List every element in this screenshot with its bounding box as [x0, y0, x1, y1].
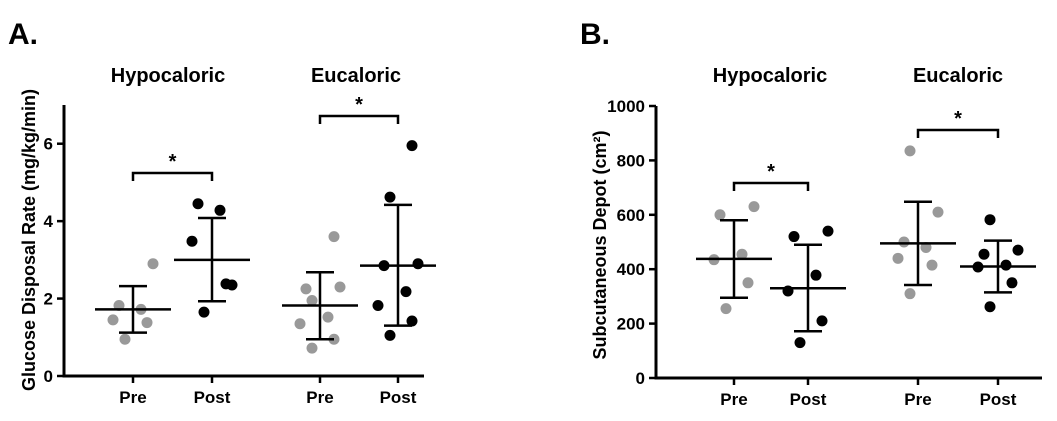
- panel-a-axes: 0 2 4 6 Pre Post Pre Post: [44, 105, 424, 407]
- data-point: [322, 311, 334, 323]
- data-point: [1012, 244, 1024, 256]
- data-point: [147, 258, 159, 270]
- panel-b-group-title-hypocaloric: Hypocaloric: [713, 65, 827, 87]
- data-point: [300, 283, 312, 295]
- y-tick-label: 4: [44, 212, 54, 231]
- y-tick-label: 400: [617, 260, 645, 279]
- data-point: [736, 248, 748, 260]
- data-point: [226, 279, 238, 291]
- data-point: [932, 206, 944, 218]
- data-point: [198, 306, 210, 318]
- panel-a-letter: A.: [8, 18, 38, 51]
- data-point: [926, 259, 938, 271]
- data-point: [119, 333, 131, 345]
- data-point: [904, 288, 916, 300]
- data-point: [794, 337, 806, 349]
- data-point: [384, 329, 396, 341]
- data-point: [400, 286, 412, 298]
- data-point: [328, 231, 340, 243]
- data-point: [306, 295, 318, 307]
- data-point: [816, 315, 828, 327]
- y-tick-label: 2: [44, 290, 53, 309]
- data-point: [294, 318, 306, 330]
- significance-marker: *: [954, 108, 962, 130]
- panel-b-letter: B.: [580, 18, 610, 51]
- data-point: [1000, 259, 1012, 271]
- panel-a-y-axis-label: Glucose Disposal Rate (mg/kg/min): [19, 89, 39, 391]
- category-label: Pre: [306, 388, 333, 407]
- category-label: Pre: [720, 390, 747, 409]
- data-point: [904, 145, 916, 157]
- panel-a: A. Glucose Disposal Rate (mg/kg/min) Hyp…: [8, 18, 436, 407]
- data-point: [892, 252, 904, 264]
- panel-a-group-title-eucaloric: Eucaloric: [311, 65, 401, 87]
- data-point: [748, 201, 760, 213]
- significance-marker: *: [169, 151, 177, 173]
- data-point: [978, 248, 990, 260]
- data-point: [406, 140, 418, 152]
- data-point: [214, 204, 226, 216]
- data-point: [810, 269, 822, 281]
- data-point: [920, 241, 932, 253]
- y-tick-label: 6: [44, 135, 53, 154]
- category-label: Pre: [904, 390, 931, 409]
- data-point: [984, 214, 996, 226]
- y-tick-label: 600: [617, 206, 645, 225]
- category-label: Pre: [119, 388, 146, 407]
- category-label: Post: [194, 388, 231, 407]
- panel-b-marks: **: [696, 108, 1036, 349]
- data-point: [141, 317, 153, 329]
- data-point: [192, 198, 204, 210]
- data-point: [384, 191, 396, 203]
- data-point: [788, 231, 800, 243]
- data-point: [1006, 277, 1018, 289]
- category-label: Post: [790, 390, 827, 409]
- panel-b-group-title-eucaloric: Eucaloric: [913, 65, 1003, 87]
- data-point: [742, 277, 754, 289]
- data-point: [186, 235, 198, 247]
- category-label: Post: [380, 388, 417, 407]
- panel-a-marks: **: [95, 94, 436, 354]
- y-tick-label: 0: [636, 369, 645, 388]
- panel-b-y-axis-label: Subcutaneous Depot (cm²): [590, 130, 610, 359]
- data-point: [406, 315, 418, 327]
- data-point: [334, 281, 346, 293]
- data-point: [822, 225, 834, 237]
- category-label: Post: [980, 390, 1017, 409]
- data-point: [412, 258, 424, 270]
- y-tick-label: 200: [617, 315, 645, 334]
- data-point: [107, 314, 119, 326]
- data-point: [984, 301, 996, 313]
- data-point: [306, 342, 318, 354]
- y-tick-label: 800: [617, 151, 645, 170]
- panel-b-axes: 0 200 400 600 800 1000 Pre Post Pre Post: [607, 97, 1042, 409]
- panel-a-group-title-hypocaloric: Hypocaloric: [111, 65, 225, 87]
- significance-marker: *: [355, 94, 363, 116]
- data-point: [720, 303, 732, 315]
- y-tick-label: 0: [44, 367, 53, 386]
- data-point: [898, 236, 910, 248]
- data-point: [372, 300, 384, 312]
- significance-marker: *: [767, 161, 775, 183]
- panel-b: B. Subcutaneous Depot (cm²) Hypocaloric …: [580, 18, 1042, 409]
- data-point: [714, 209, 726, 221]
- y-tick-label: 1000: [607, 97, 645, 116]
- significance-bracket: [732, 181, 810, 191]
- significance-bracket: [916, 128, 1000, 138]
- significance-bracket: [131, 171, 214, 181]
- significance-bracket: [318, 114, 400, 124]
